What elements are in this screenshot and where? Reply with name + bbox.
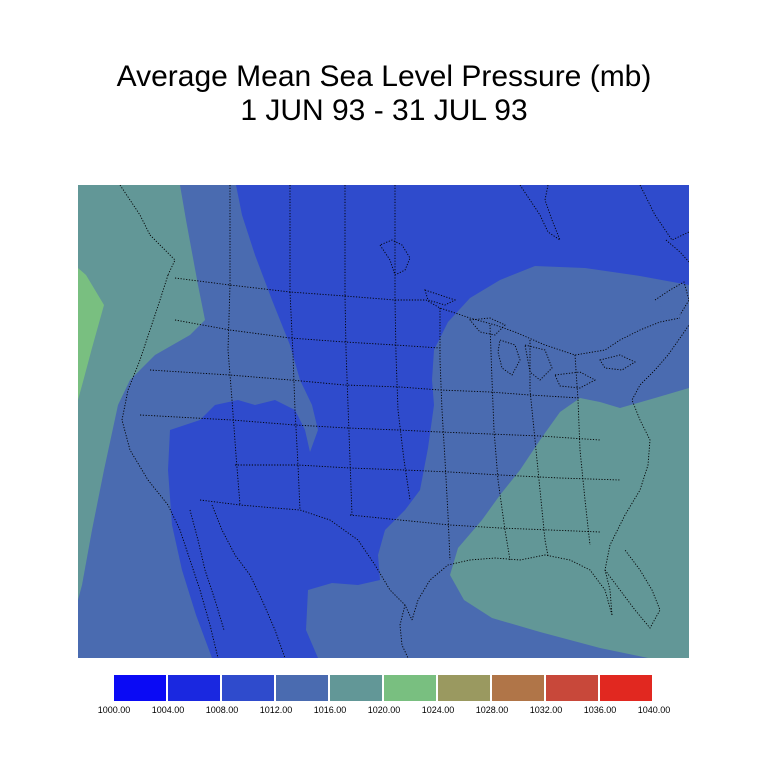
legend-label: 1024.00 bbox=[421, 705, 455, 715]
band-1020-1024-west bbox=[78, 268, 104, 400]
legend: 1000.00 1004.00 1008.00 1012.00 1016.00 1020.… bbox=[98, 675, 670, 725]
boundaries bbox=[119, 185, 689, 658]
legend-swatch bbox=[114, 675, 166, 701]
legend-label: 1016.00 bbox=[313, 705, 347, 715]
legend-label: 1040.00 bbox=[637, 705, 671, 715]
title-line-2: 1 JUN 93 - 31 JUL 93 bbox=[240, 94, 528, 127]
legend-swatch bbox=[438, 675, 490, 701]
title-line-1: Average Mean Sea Level Pressure (mb) bbox=[116, 60, 652, 93]
legend-swatch bbox=[168, 675, 220, 701]
band-1016-1020-west bbox=[78, 185, 205, 600]
legend-label: 1012.00 bbox=[259, 705, 293, 715]
legend-label: 1020.00 bbox=[367, 705, 401, 715]
map-title: Average Mean Sea Level Pressure (mb) 1 J… bbox=[0, 60, 768, 128]
band-1012-1016-northeast bbox=[660, 285, 689, 370]
legend-label: 1028.00 bbox=[475, 705, 509, 715]
legend-swatch bbox=[600, 675, 652, 701]
legend-label: 1008.00 bbox=[205, 705, 239, 715]
legend-label: 1000.00 bbox=[97, 705, 131, 715]
legend-label: 1032.00 bbox=[529, 705, 563, 715]
legend-swatch bbox=[384, 675, 436, 701]
band-1008-1012 bbox=[168, 185, 689, 658]
contour-fill bbox=[78, 185, 689, 658]
legend-label: 1036.00 bbox=[583, 705, 617, 715]
legend-swatch bbox=[546, 675, 598, 701]
legend-swatch bbox=[222, 675, 274, 701]
legend-swatch bbox=[330, 675, 382, 701]
legend-swatch bbox=[276, 675, 328, 701]
legend-swatch bbox=[492, 675, 544, 701]
band-1016-1020-southeast bbox=[450, 388, 689, 658]
legend-label: 1004.00 bbox=[151, 705, 185, 715]
